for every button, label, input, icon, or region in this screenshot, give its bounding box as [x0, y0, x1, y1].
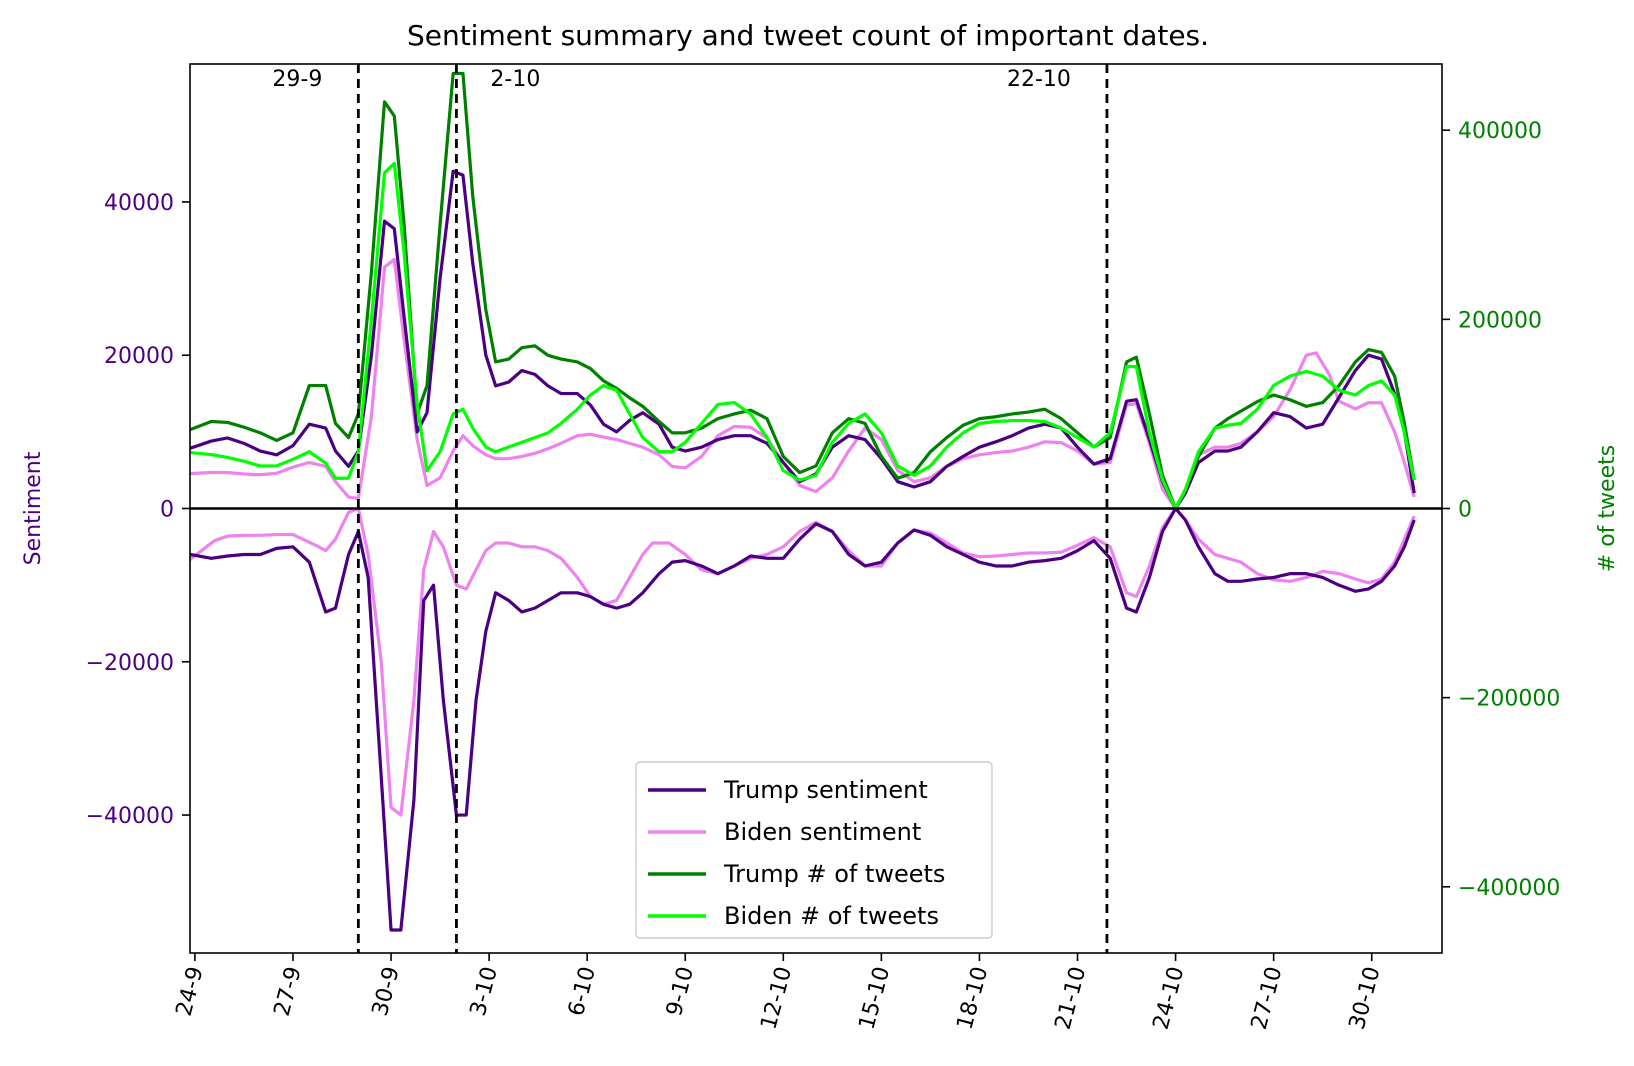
- legend-item: Biden sentiment: [648, 818, 921, 846]
- legend-label: Trump sentiment: [723, 776, 928, 804]
- left-tick-label: −40000: [86, 804, 174, 829]
- legend-label: Biden # of tweets: [724, 902, 939, 930]
- left-axis-ticks: 40000 20000 0 −20000 −40000: [86, 191, 190, 829]
- biden-sentimentnegative-line: [190, 506, 1416, 817]
- chart-title: Sentiment summary and tweet count of imp…: [407, 19, 1209, 52]
- legend-items: Trump sentiment Biden sentiment Trump # of…: [648, 776, 945, 930]
- event-lines: 29-9 2-10 22-10: [272, 64, 1109, 953]
- y-axis-label-left: Sentiment: [21, 451, 46, 565]
- right-tick-label: −200000: [1458, 687, 1560, 712]
- event-label-2-10: 2-10: [490, 67, 540, 92]
- event-label-29-9: 29-9: [272, 67, 322, 92]
- plot-area: [190, 71, 1416, 932]
- right-tick-label: −400000: [1458, 876, 1560, 901]
- left-tick-label: 20000: [104, 344, 174, 369]
- legend-label: Trump # of tweets: [723, 860, 945, 888]
- right-tick-label: 0: [1458, 498, 1472, 523]
- series-layer: [190, 71, 1416, 932]
- legend-label: Biden sentiment: [724, 818, 921, 846]
- biden-of-tweetsline: [190, 161, 1416, 511]
- y-axis-label-right: # of tweets: [1595, 445, 1620, 572]
- right-axis-ticks: 400000 200000 0 −200000 −400000: [1442, 119, 1560, 901]
- legend-box: [635, 761, 993, 939]
- right-tick-label: 400000: [1458, 119, 1542, 144]
- legend-item: Trump sentiment: [648, 776, 928, 804]
- trump-sentimentnegative-line: [190, 506, 1416, 932]
- left-tick-label: 0: [160, 498, 174, 523]
- legend-item: Trump # of tweets: [648, 860, 945, 888]
- legend: Trump sentiment Biden sentiment Trump # of…: [635, 761, 993, 939]
- event-label-22-10: 22-10: [1007, 67, 1071, 92]
- left-tick-label: −20000: [86, 651, 174, 676]
- left-tick-label: 40000: [104, 191, 174, 216]
- legend-item: Biden # of tweets: [648, 902, 939, 930]
- right-tick-label: 200000: [1458, 308, 1542, 333]
